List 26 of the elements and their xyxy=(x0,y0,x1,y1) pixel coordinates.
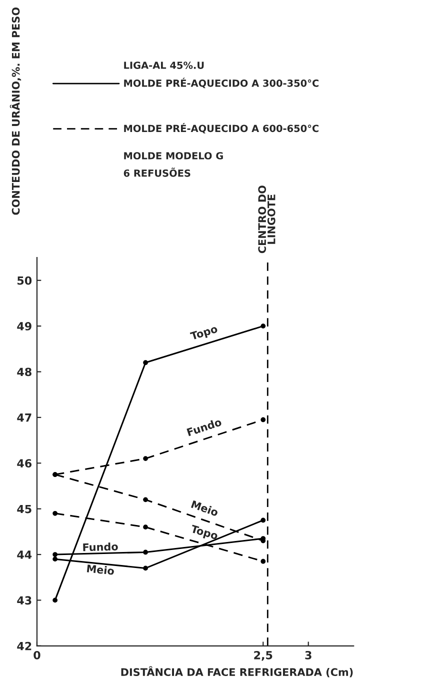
y-tick-label: 50 xyxy=(18,276,32,285)
y-tick-label: 43 xyxy=(17,596,32,605)
y-tick-label: 44 xyxy=(17,550,32,559)
y-tick-label: 45 xyxy=(17,504,32,514)
x-tick-label: 2,5 xyxy=(254,650,272,661)
y-tick-label: 46 xyxy=(17,459,32,468)
ref-line-label: CENTRO DO LINGOTE xyxy=(258,186,276,254)
y-tick-label: 48 xyxy=(17,368,32,376)
text: Meio xyxy=(190,500,219,516)
x-tick-label: 3 xyxy=(305,650,312,660)
text: LIGA-AL 45%.U xyxy=(124,62,204,69)
x-tick-label: 0 xyxy=(34,650,40,660)
text: MOLDE MODELO G xyxy=(124,152,223,160)
text: 6 REFUSÕES xyxy=(124,168,190,177)
text: MOLDE PRÉ-AQUECIDO A 300-350°C xyxy=(124,78,318,88)
x-axis-title: DISTÂNCIA DA FACE REFRIGERADA (Cm) xyxy=(121,666,353,678)
text: Fundo xyxy=(186,418,222,436)
y-axis-title: CONTEUDO DE URÂNIO,%. EM PESO xyxy=(10,7,22,215)
y-tick-label: 49 xyxy=(17,322,32,330)
y-tick-label: 47 xyxy=(17,414,32,422)
text: Meio xyxy=(86,564,114,575)
series-label: Fundo xyxy=(83,542,118,552)
text: Topo xyxy=(190,324,219,342)
text: MOLDE PRÉ-AQUECIDO A 600-650°C xyxy=(124,122,318,134)
text: Topo xyxy=(190,524,218,542)
y-tick-label: 42 xyxy=(17,642,32,650)
